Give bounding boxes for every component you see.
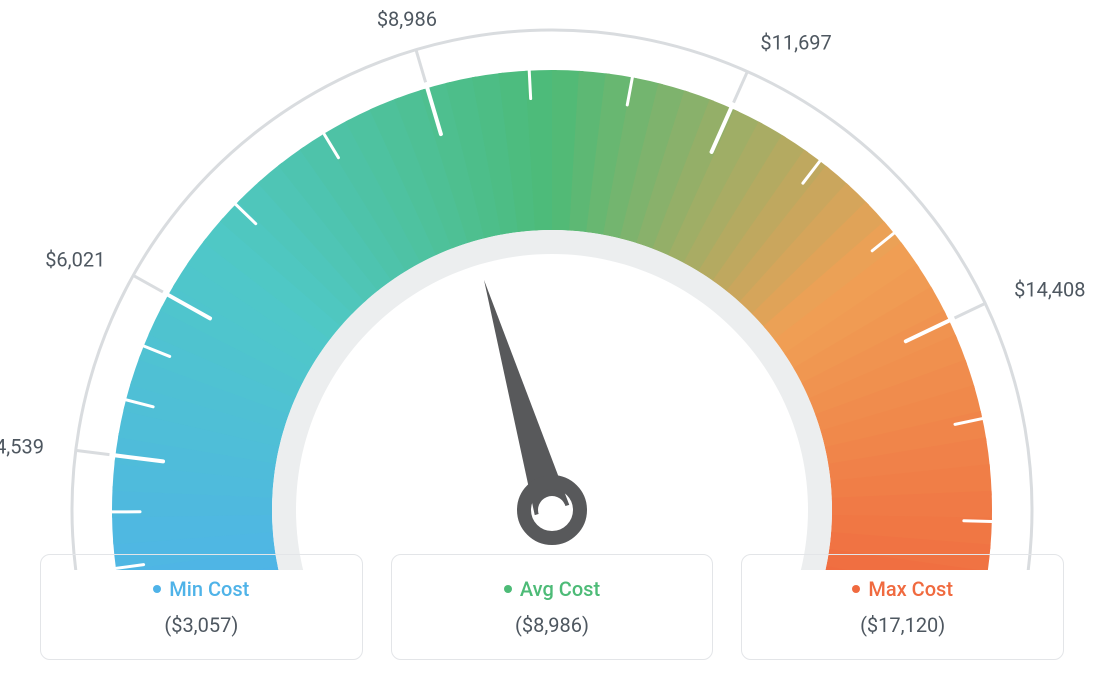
legend-title-avg-text: Avg Cost (520, 577, 600, 601)
legend-value-max: ($17,120) (752, 613, 1053, 637)
gauge-tick-label: $4,539 (0, 434, 44, 458)
legend-dot-min (153, 585, 161, 593)
legend-title-avg: Avg Cost (402, 577, 703, 601)
legend-card-max: Max Cost ($17,120) (741, 554, 1064, 660)
legend-dot-max (852, 585, 860, 593)
gauge-tick-label: $11,697 (760, 30, 831, 54)
legend-title-max: Max Cost (752, 577, 1053, 601)
legend-card-min: Min Cost ($3,057) (40, 554, 363, 660)
gauge-chart: $3,057$4,539$6,021$8,986$11,697$14,408$1… (0, 10, 1104, 570)
legend-title-min-text: Min Cost (169, 577, 249, 601)
gauge-tick-label: $8,986 (377, 10, 437, 31)
legend-title-max-text: Max Cost (868, 577, 953, 601)
gauge-tick-label: $6,021 (45, 248, 105, 272)
legend-value-min: ($3,057) (51, 613, 352, 637)
legend-row: Min Cost ($3,057) Avg Cost ($8,986) Max … (40, 554, 1064, 660)
legend-value-avg: ($8,986) (402, 613, 703, 637)
legend-dot-avg (504, 585, 512, 593)
legend-title-min: Min Cost (51, 577, 352, 601)
gauge-tick-label: $14,408 (1014, 278, 1085, 302)
gauge-container: $3,057$4,539$6,021$8,986$11,697$14,408$1… (0, 10, 1104, 570)
legend-card-avg: Avg Cost ($8,986) (391, 554, 714, 660)
